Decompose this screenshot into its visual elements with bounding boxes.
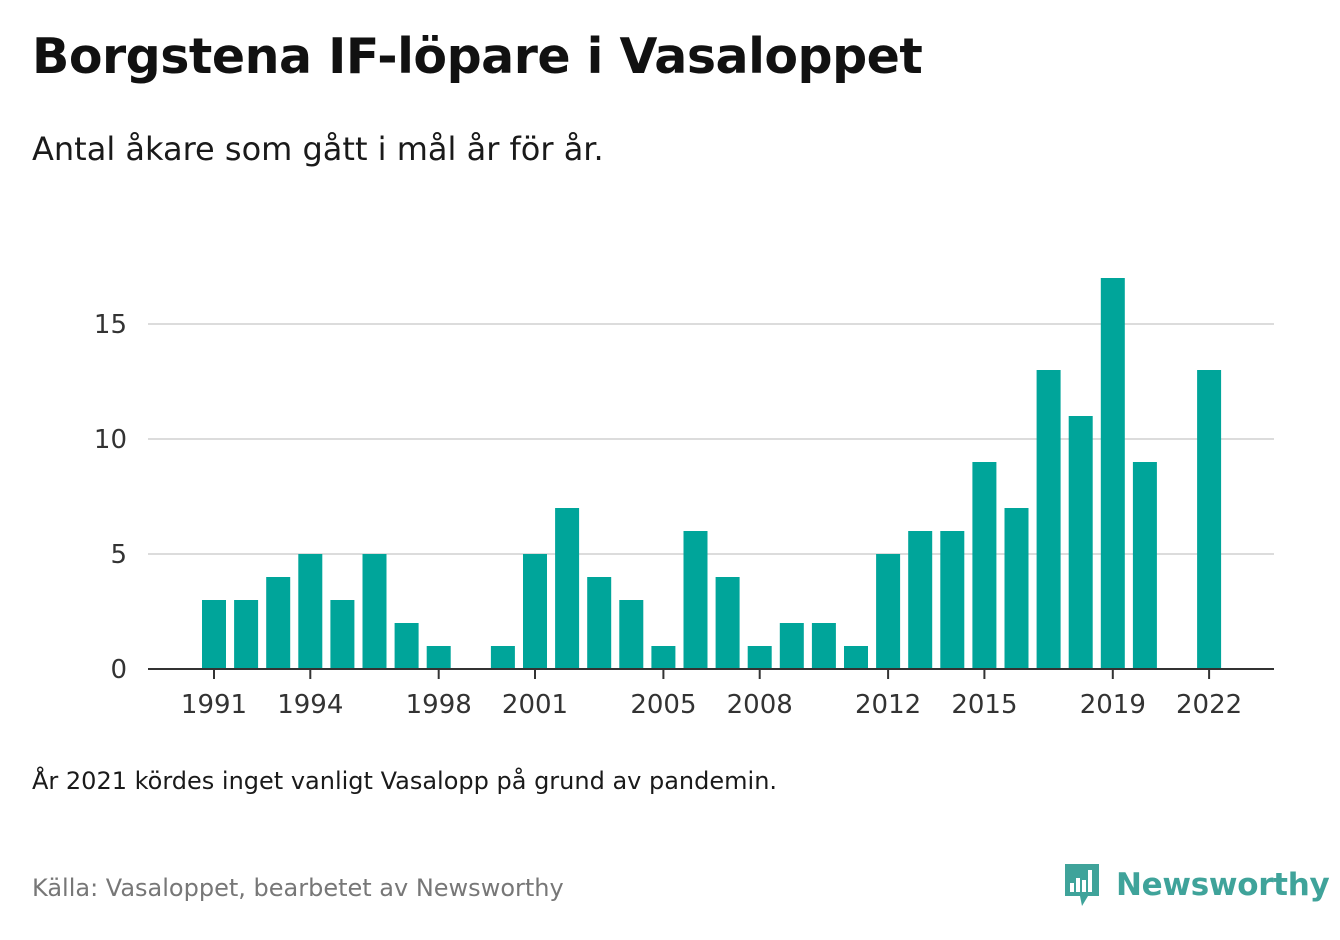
y-tick-label: 0 bbox=[110, 655, 127, 685]
bar-2002 bbox=[555, 508, 580, 669]
bar-2001 bbox=[523, 554, 547, 669]
x-tick-label: 2012 bbox=[855, 690, 921, 720]
bar-2009 bbox=[779, 623, 804, 669]
bar-1992 bbox=[234, 600, 259, 669]
x-tick-label: 2008 bbox=[727, 690, 793, 720]
bar-2014 bbox=[940, 531, 965, 669]
x-tick-label: 2019 bbox=[1080, 690, 1146, 720]
bar-2018 bbox=[1068, 416, 1093, 669]
x-tick-label: 2015 bbox=[951, 690, 1017, 720]
bar-2006 bbox=[683, 531, 708, 669]
bar-2007 bbox=[715, 577, 740, 669]
bar-chart: 0 5 10 15 1991 1994 1998 2001 2005 2008 2012 2015 2… bbox=[94, 278, 1274, 720]
y-tick-label: 15 bbox=[94, 310, 127, 340]
bar-2013 bbox=[908, 531, 933, 669]
brand-name: Newsworthy bbox=[1116, 867, 1330, 903]
x-tick-label: 2005 bbox=[630, 690, 696, 720]
newsworthy-logo: Newsworthy bbox=[1062, 860, 1330, 910]
bar-2003 bbox=[587, 577, 612, 669]
bar-2016 bbox=[1004, 508, 1029, 669]
chart-subtitle: Antal åkare som gått i mål år för år. bbox=[32, 130, 604, 168]
bar-1993 bbox=[266, 577, 291, 669]
bar-2008 bbox=[747, 646, 772, 669]
bar-2000 bbox=[490, 646, 515, 669]
x-tick-label: 2001 bbox=[502, 690, 568, 720]
x-tick-label: 2022 bbox=[1176, 690, 1242, 720]
bar-2010 bbox=[811, 623, 836, 669]
bar-2020 bbox=[1132, 462, 1157, 669]
bar-2012 bbox=[876, 554, 901, 669]
bar-2004 bbox=[619, 600, 644, 669]
y-tick-label: 10 bbox=[94, 425, 127, 455]
bar-2005 bbox=[651, 646, 676, 669]
bar-2011 bbox=[844, 646, 868, 669]
source-credit: Källa: Vasaloppet, bearbetet av Newswort… bbox=[32, 874, 564, 902]
bar-1996 bbox=[362, 554, 387, 669]
x-tick-label: 1994 bbox=[277, 690, 343, 720]
x-tick-label: 1998 bbox=[406, 690, 472, 720]
bar-2015 bbox=[972, 462, 997, 669]
bar-2019 bbox=[1100, 278, 1125, 669]
bar-1995 bbox=[330, 600, 355, 669]
bar-1994 bbox=[298, 554, 323, 669]
bar-2022 bbox=[1197, 370, 1222, 669]
bar-1997 bbox=[394, 623, 419, 669]
x-tick-label: 1991 bbox=[181, 690, 247, 720]
chart-title: Borgstena IF-löpare i Vasaloppet bbox=[32, 28, 923, 85]
bar-2017 bbox=[1036, 370, 1061, 669]
bar-1991 bbox=[202, 600, 226, 669]
chart-note: År 2021 kördes inget vanligt Vasalopp på… bbox=[32, 767, 778, 795]
y-tick-label: 5 bbox=[110, 540, 127, 570]
newsworthy-logo-icon bbox=[1065, 864, 1099, 906]
bar-1998 bbox=[426, 646, 451, 669]
